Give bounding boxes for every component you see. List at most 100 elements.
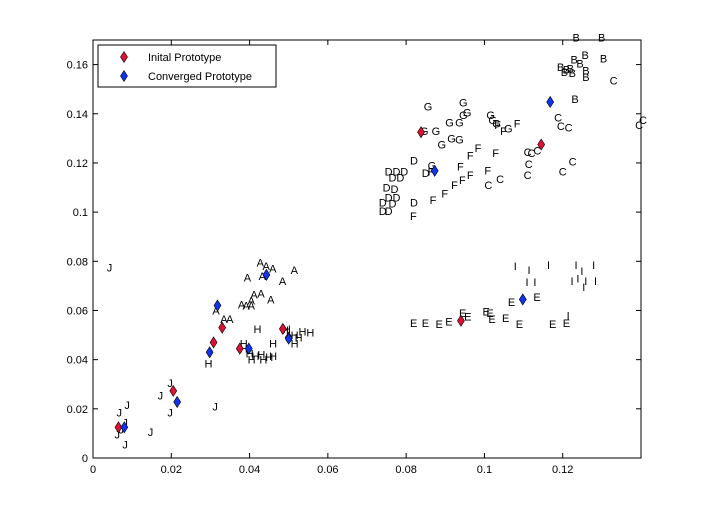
point-label-f: F (494, 120, 501, 132)
point-label-f: F (467, 170, 474, 182)
point-label-g: G (424, 101, 433, 113)
point-label-j: J (212, 401, 218, 413)
point-label-j: J (122, 439, 128, 451)
point-label-f: F (430, 195, 437, 207)
point-label-a: A (248, 301, 256, 313)
point-label-j: J (167, 378, 173, 390)
point-label-f: F (467, 151, 474, 163)
point-label-b: B (600, 53, 607, 65)
prototype-markers (114, 95, 555, 434)
point-label-e: E (464, 312, 471, 324)
x-tick-label: 0.06 (317, 464, 338, 476)
x-tick-label: 0.04 (239, 464, 260, 476)
point-label-d: D (400, 167, 408, 179)
marker-converged (430, 164, 439, 177)
marker-initial (114, 421, 123, 434)
point-label-a: A (226, 314, 234, 326)
point-label-e: E (459, 308, 466, 320)
point-label-c: C (559, 167, 567, 179)
legend-marker-converged (120, 69, 128, 83)
point-label-g: G (455, 135, 464, 147)
point-label-c: C (484, 180, 492, 192)
x-tick-label: 0.1 (477, 464, 492, 476)
point-label-h: H (269, 351, 277, 363)
marker-initial (235, 342, 244, 355)
point-label-g: G (486, 110, 495, 122)
marker-converged (284, 332, 293, 345)
point-label-h: H (205, 358, 213, 370)
point-label-e: E (482, 307, 489, 319)
point-label-d: D (410, 155, 418, 167)
point-label-f: F (457, 162, 464, 174)
x-axis-ticks: 0 0.02 0.04 0.06 0.08 0.1 0.12 (90, 40, 573, 476)
legend-entry-initial: Inital Prototype (148, 52, 221, 64)
point-label-b: B (598, 33, 605, 45)
point-label-d: D (385, 192, 393, 204)
point-label-b: B (571, 55, 578, 67)
point-label-h: H (265, 352, 273, 364)
point-label-a: A (220, 314, 228, 326)
marker-converged (173, 395, 182, 408)
point-label-a: A (269, 264, 277, 276)
point-label-d: D (392, 167, 400, 179)
marker-initial (169, 384, 178, 397)
point-label-f: F (428, 167, 435, 179)
legend-entry-converged: Converged Prototype (148, 71, 252, 83)
y-tick-label: 0.08 (67, 256, 88, 268)
point-label-g: G (492, 119, 501, 131)
marker-initial (218, 321, 227, 334)
point-label-c: C (569, 157, 577, 169)
x-tick-label: 0 (90, 464, 96, 476)
point-label-h: H (291, 339, 299, 351)
point-label-d: D (389, 199, 397, 211)
point-label-f: F (514, 119, 521, 131)
point-label-h: H (240, 344, 248, 356)
point-label-i: I (580, 266, 583, 278)
point-label-e: E (533, 292, 540, 304)
point-label-f: F (492, 148, 499, 160)
point-label-d: D (390, 184, 398, 196)
point-label-a: A (244, 272, 252, 284)
point-label-j: J (158, 390, 164, 402)
point-label-c: C (524, 147, 532, 159)
point-label-e: E (488, 314, 495, 326)
point-label-g: G (447, 133, 456, 145)
marker-converged (262, 268, 271, 281)
point-label-i: I (547, 260, 550, 272)
point-label-j: J (115, 430, 121, 442)
point-label-j: J (167, 408, 173, 420)
y-tick-label: 0.06 (67, 305, 88, 317)
point-label-a: A (259, 271, 267, 283)
point-label-c: C (525, 159, 533, 171)
point-label-c: C (557, 121, 565, 133)
y-axis-ticks: 0 0.02 0.04 0.06 0.08 0.1 0.12 0.14 0.16 (67, 60, 641, 465)
point-label-f: F (459, 175, 466, 187)
point-label-h: H (291, 330, 299, 342)
point-label-i: I (533, 277, 536, 289)
point-label-h: H (295, 333, 303, 345)
point-label-h: H (269, 339, 277, 351)
point-label-h: H (253, 324, 261, 336)
y-tick-label: 0.04 (67, 355, 88, 367)
point-label-h: H (306, 328, 314, 340)
point-label-g: G (432, 126, 441, 138)
x-tick-label: 0.08 (395, 464, 416, 476)
marker-converged (213, 299, 222, 312)
point-label-d: D (392, 192, 400, 204)
point-label-a: A (279, 276, 287, 288)
point-label-e: E (516, 319, 523, 331)
marker-converged (244, 342, 253, 355)
legend-marker-initial (120, 50, 128, 64)
point-label-g: G (504, 124, 513, 136)
point-label-j: J (118, 425, 124, 437)
point-label-e: E (436, 319, 443, 331)
point-label-i: I (592, 260, 595, 272)
point-label-g: G (437, 140, 446, 152)
point-label-a: A (243, 301, 251, 313)
point-label-j: J (148, 427, 154, 439)
point-label-f: F (500, 126, 507, 138)
point-label-a: A (248, 296, 256, 308)
point-label-c: C (533, 146, 541, 158)
